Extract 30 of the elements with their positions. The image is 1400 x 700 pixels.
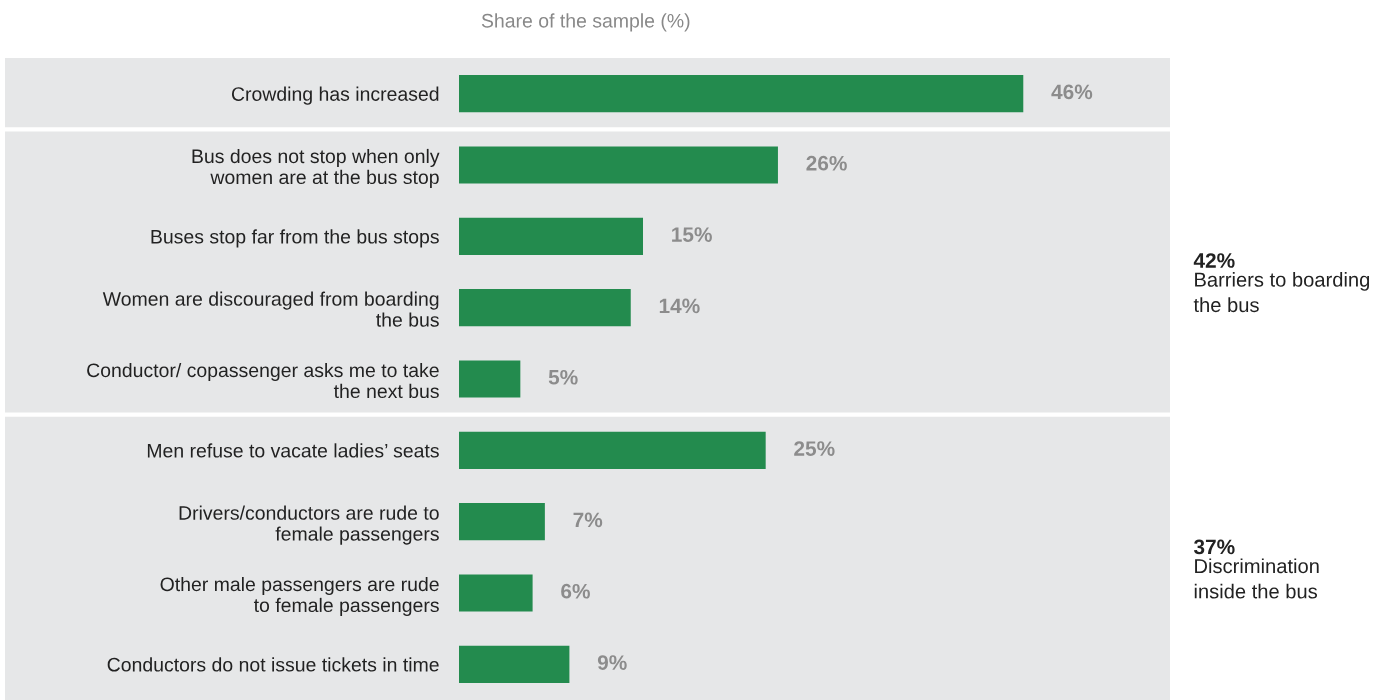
bar xyxy=(459,431,766,469)
data-label: 15% xyxy=(672,227,712,242)
y-tick-label: Buses stop far from the bus stops xyxy=(151,229,439,248)
bar xyxy=(459,146,778,184)
band-label: 37% Discrimination inside the bus xyxy=(1193,539,1319,599)
data-label: 6% xyxy=(561,583,590,599)
band-label: 42% Barriers to boarding the bus xyxy=(1193,253,1370,313)
bar xyxy=(459,574,533,612)
data-label: 5% xyxy=(548,369,578,385)
data-label: 26% xyxy=(806,155,847,171)
bar xyxy=(459,645,570,683)
chart-title: Share of the sample (%) xyxy=(481,13,690,32)
y-tick-label: Bus does not stop when only women are at the bus stop xyxy=(192,148,440,188)
bar xyxy=(459,75,1024,113)
y-tick-label: Other male passengers are rude to female passengers xyxy=(160,576,439,616)
bar xyxy=(459,360,521,398)
y-tick-label: Conductors do not issue tickets in time xyxy=(107,657,439,672)
y-tick-label: Crowding has increased xyxy=(231,86,439,105)
y-tick-label: Drivers/conductors are rude to female passengers xyxy=(179,505,439,545)
data-label: 25% xyxy=(794,441,835,456)
bar xyxy=(459,503,545,541)
y-tick-label: Men refuse to vacate ladies’ seats xyxy=(147,443,439,458)
data-label: 14% xyxy=(659,298,700,314)
y-tick-label: Conductor/ copassenger asks me to take the next bus xyxy=(87,362,439,399)
data-label: 46% xyxy=(1051,84,1093,100)
data-label: 7% xyxy=(573,512,603,528)
bar xyxy=(459,217,644,255)
data-label: 9% xyxy=(597,655,627,670)
bar xyxy=(459,289,631,327)
y-tick-label: Women are discouraged from boarding the bus xyxy=(102,291,439,327)
